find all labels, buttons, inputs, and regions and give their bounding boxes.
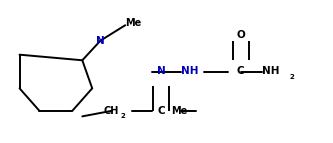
Text: CH: CH [103, 106, 119, 116]
Text: C: C [237, 66, 245, 77]
Text: Me: Me [125, 18, 142, 28]
Text: C: C [157, 106, 165, 116]
Text: N: N [157, 66, 165, 77]
Text: NH: NH [262, 66, 280, 77]
Text: Me: Me [171, 106, 188, 116]
Text: N: N [96, 36, 105, 46]
Text: NH: NH [181, 66, 199, 77]
Text: 2: 2 [289, 74, 294, 80]
Text: O: O [236, 30, 245, 40]
Text: 2: 2 [120, 113, 125, 119]
